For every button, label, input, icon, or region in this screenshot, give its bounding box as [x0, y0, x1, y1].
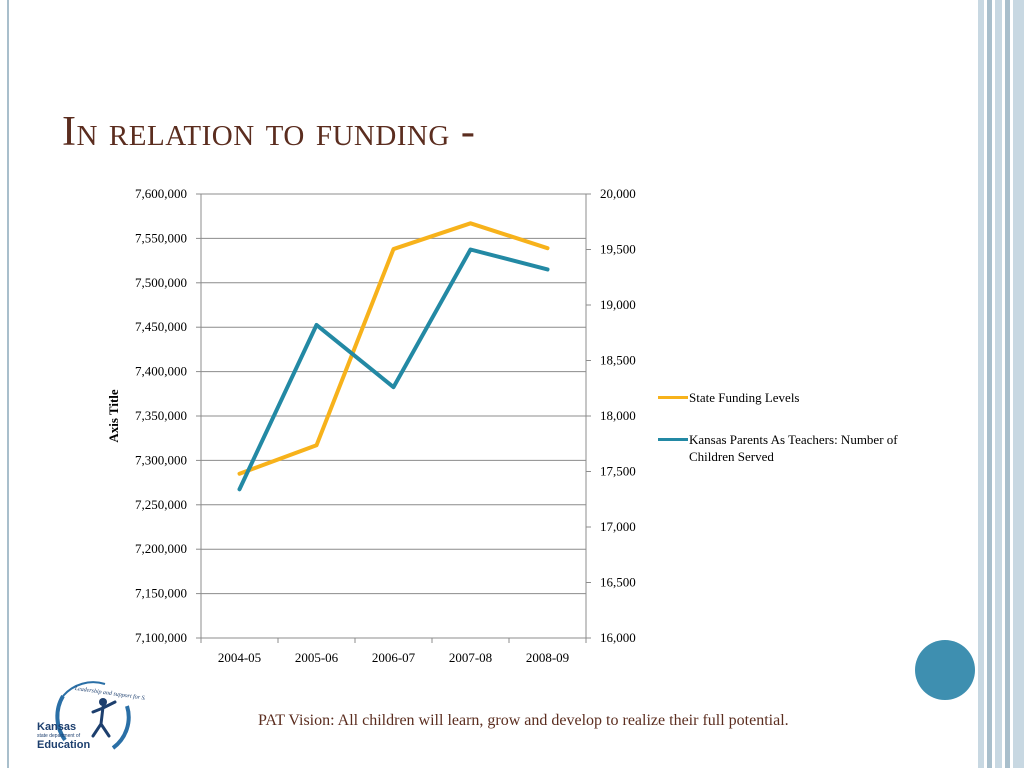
- pat-vision-statement: PAT Vision: All children will learn, gro…: [258, 712, 789, 729]
- series-lines: [237, 221, 550, 492]
- kansas-education-logo-icon: Leadership and support for Student Succe…: [37, 681, 145, 751]
- legend-label-state-funding: State Funding Levels: [689, 390, 800, 405]
- x-tick-label-3: 2007-08: [449, 650, 492, 665]
- y-tick-label-1: 7,150,000: [135, 586, 187, 601]
- series-line-pat-children: [237, 247, 550, 492]
- y-tick-label-6: 7,400,000: [135, 364, 187, 379]
- y2-tick-label-5: 18,500: [600, 353, 636, 368]
- y2-tick-label-4: 18,000: [600, 408, 636, 423]
- y-tick-label-2: 7,200,000: [135, 541, 187, 556]
- y2-tick-label-3: 17,500: [600, 464, 636, 479]
- axes: 7,100,000 7,150,000 7,200,000 7,250,000 7,30…: [135, 186, 636, 665]
- x-tick-label-0: 2004-05: [218, 650, 261, 665]
- y-tick-label-9: 7,550,000: [135, 230, 187, 245]
- logo-line-dept: state department of: [37, 733, 81, 739]
- y2-tick-label-8: 20,000: [600, 186, 636, 201]
- y2-tick-label-0: 16,000: [600, 630, 636, 645]
- y2-tick-label-6: 19,000: [600, 297, 636, 312]
- y-tick-label-0: 7,100,000: [135, 630, 187, 645]
- y2-tick-label-1: 16,500: [600, 575, 636, 590]
- y2-tick-label-2: 17,000: [600, 519, 636, 534]
- right-decorative-stripes: [978, 0, 1024, 768]
- y-tick-label-8: 7,500,000: [135, 275, 187, 290]
- y-tick-label-5: 7,350,000: [135, 408, 187, 423]
- x-tick-label-1: 2005-06: [295, 650, 339, 665]
- x-tick-label-4: 2008-09: [526, 650, 569, 665]
- y-tick-label-10: 7,600,000: [135, 186, 187, 201]
- legend-swatch-pat-children: [658, 438, 688, 441]
- x-tick-label-2: 2006-07: [372, 650, 416, 665]
- y-tick-label-7: 7,450,000: [135, 319, 187, 334]
- logo-line-education: Education: [37, 739, 90, 751]
- gridlines: [201, 193, 586, 639]
- decorative-circle: [915, 640, 975, 700]
- left-frame-line: [7, 0, 9, 768]
- y2-tick-label-7: 19,500: [600, 242, 636, 257]
- series-line-state-funding: [237, 221, 550, 476]
- legend-label-pat-children: Kansas Parents As Teachers: Number of Ch…: [689, 432, 898, 464]
- logo-line-kansas: Kansas: [37, 721, 76, 733]
- legend-swatch-state-funding: [658, 396, 688, 399]
- y-tick-label-4: 7,300,000: [135, 452, 187, 467]
- y-tick-label-3: 7,250,000: [135, 497, 187, 512]
- y-axis-title: Axis Title: [106, 389, 121, 443]
- slide-title: In relation to funding -: [62, 109, 476, 155]
